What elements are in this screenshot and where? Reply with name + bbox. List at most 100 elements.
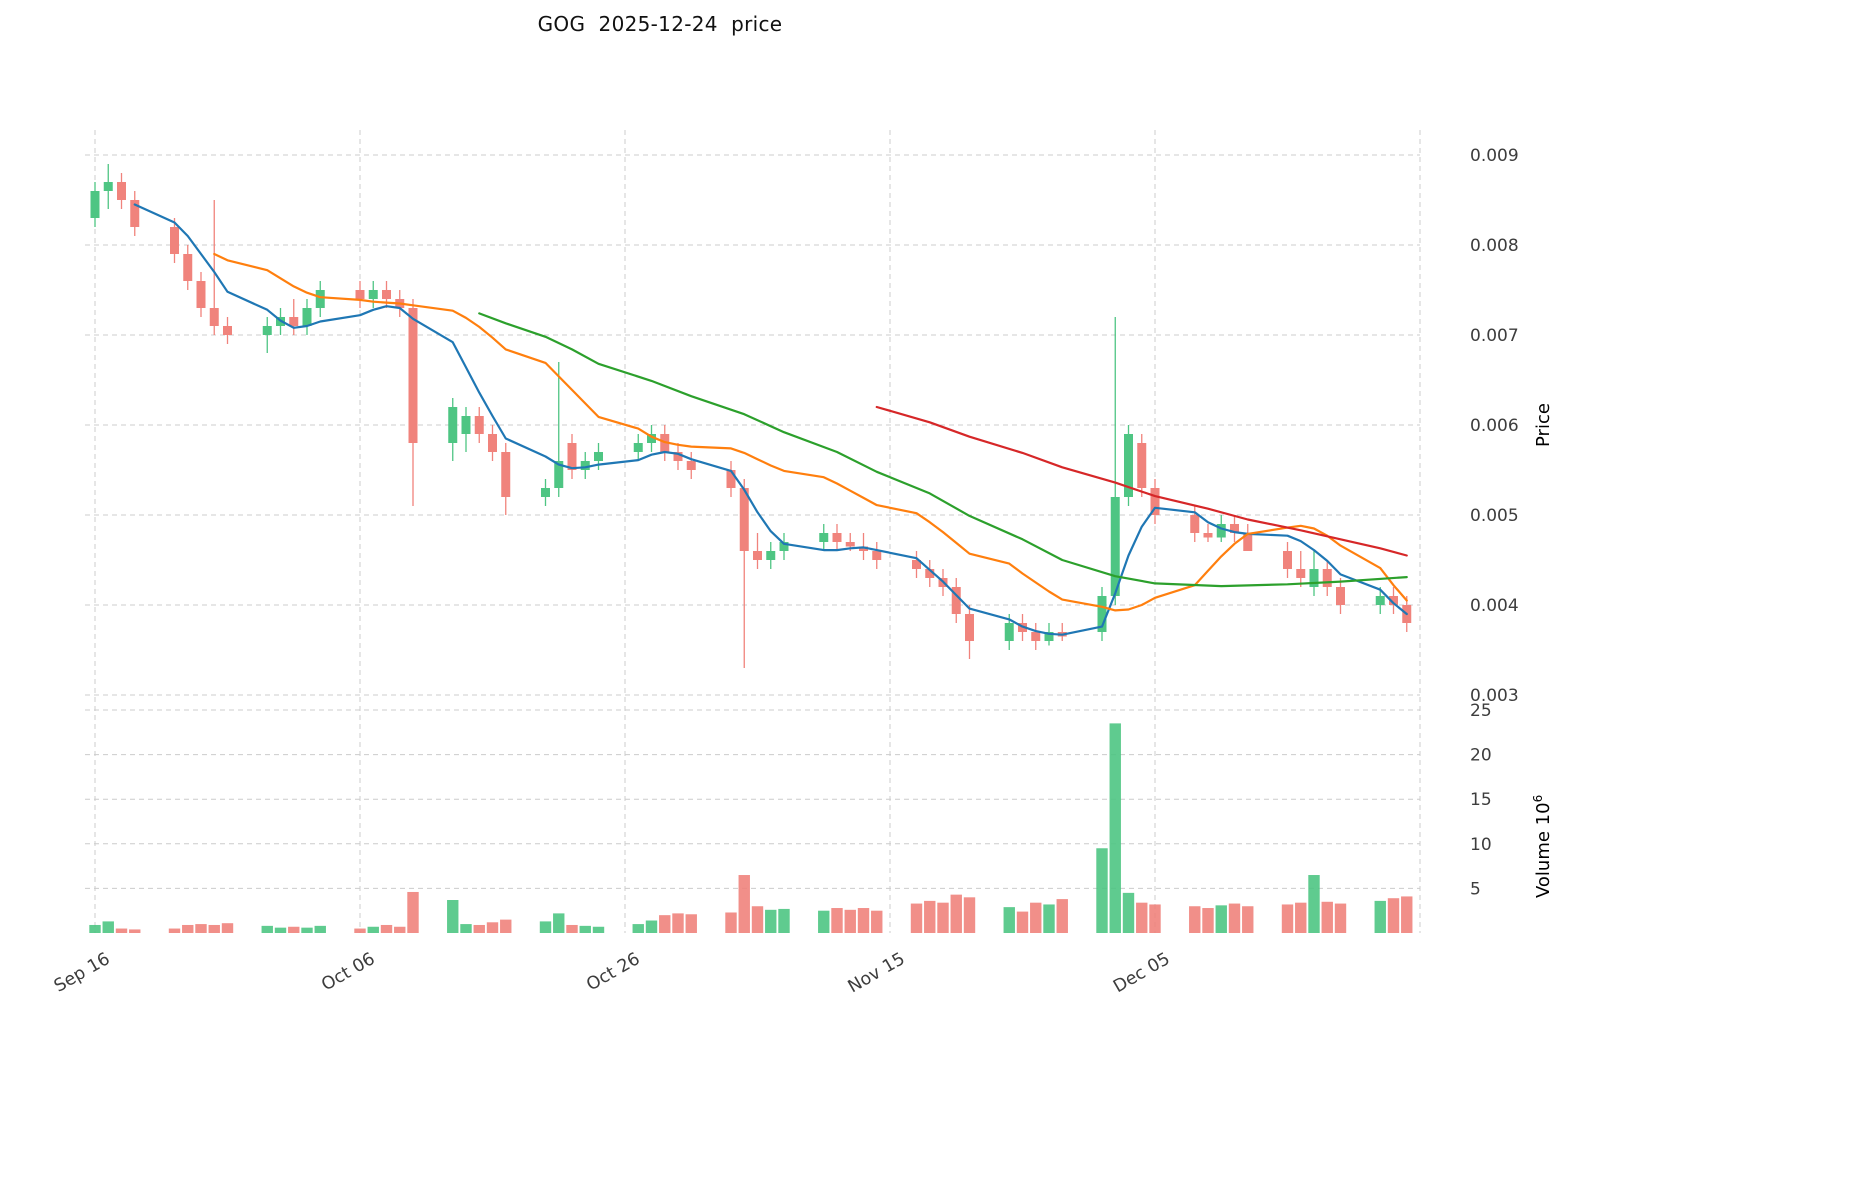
candle-body (196, 281, 206, 308)
volume-bar (274, 927, 287, 933)
price-axis-label: Price (1533, 403, 1554, 447)
date-tick-label: Oct 26 (583, 949, 643, 995)
volume-bar (857, 908, 870, 933)
volume-bar (950, 894, 962, 933)
volume-axis-label-text: Volume 106 (1531, 795, 1554, 898)
volume-bar (963, 897, 976, 933)
candle-up (633, 434, 643, 461)
date-tick-label: Nov 15 (845, 949, 909, 997)
candle-body (262, 326, 272, 335)
candle-body (1322, 569, 1332, 587)
volume-bar (778, 908, 790, 933)
candle-body (1216, 524, 1226, 538)
candle-down (1336, 578, 1345, 614)
candle-down (925, 560, 935, 587)
candle-up (90, 182, 100, 227)
volume-bar (380, 924, 393, 933)
volume-bar (473, 924, 485, 933)
volume-bar (751, 906, 764, 933)
candle-body (1031, 632, 1041, 641)
candle-body (461, 416, 471, 434)
price-tick-label: 0.005 (1470, 506, 1519, 526)
volume-bar (221, 923, 234, 933)
volume-bar (1334, 903, 1347, 933)
price-tick-label: 0.004 (1470, 596, 1519, 616)
candle-down (1031, 623, 1041, 650)
candle-body (289, 317, 299, 326)
ma-long-red-line (875, 405, 1408, 557)
candle-down (1230, 515, 1239, 542)
candle-down (209, 200, 219, 335)
volume-bar (102, 921, 114, 933)
candle-up (779, 533, 789, 560)
candle-up (302, 299, 312, 335)
candle-down (1150, 479, 1160, 524)
candle-down (130, 191, 140, 236)
volume-bar (632, 924, 644, 933)
price-tick-label: 0.006 (1470, 416, 1519, 436)
candle-body (501, 452, 511, 497)
volume-bar (195, 924, 207, 933)
candle-body (1309, 569, 1319, 587)
candle-body (1190, 515, 1200, 533)
candle-body (1296, 569, 1306, 578)
candle-down (501, 443, 511, 515)
date-tick: Nov 15 (845, 949, 909, 997)
candle-body (302, 308, 312, 326)
volume-bar (1136, 902, 1148, 933)
candle-body (355, 290, 365, 299)
candle-body (580, 461, 590, 470)
candle-down (673, 443, 683, 470)
candle-down (1283, 542, 1292, 578)
date-tick-label: Sep 16 (51, 949, 114, 997)
candle-down (289, 299, 299, 335)
volume-bar (354, 928, 366, 933)
volume-bar (592, 926, 605, 933)
candle-body (567, 443, 577, 470)
date-tick: Oct 26 (583, 949, 643, 995)
gridlines (85, 130, 1421, 933)
volume-bar (738, 875, 750, 933)
candle-body (488, 434, 497, 452)
candle-up (819, 524, 829, 551)
candle-body (368, 290, 378, 299)
volume-bar (407, 891, 419, 933)
candle-down (965, 605, 974, 659)
candle-down (170, 218, 179, 263)
volume-bar (1189, 906, 1201, 933)
volume-bar (1387, 898, 1400, 933)
candle-up (315, 281, 325, 317)
candle-down (408, 299, 418, 506)
candle-down (951, 578, 961, 623)
candle-down (488, 425, 497, 461)
volume-bar (1003, 907, 1015, 933)
volume-bar (314, 925, 326, 933)
candle-down (1322, 560, 1332, 596)
volume-bar (115, 928, 128, 933)
candle-down (1057, 623, 1067, 641)
volume-bar (579, 925, 591, 933)
volume-bar (553, 913, 565, 933)
volume-bar (1295, 902, 1307, 933)
candle-body (1375, 596, 1385, 605)
volume-tick-label: 20 (1470, 746, 1492, 766)
candle-up (103, 164, 113, 209)
candle-body (1110, 497, 1120, 596)
volume-axis-label: Volume 106 (1531, 795, 1554, 898)
price-tick-label: 0.007 (1470, 326, 1519, 346)
volume-bar (1122, 892, 1135, 933)
candle-down (474, 407, 484, 443)
candle-body (647, 434, 656, 443)
candle-down (739, 479, 749, 668)
candle-body (951, 587, 961, 614)
volume-bar (685, 914, 697, 933)
volume-bar (1096, 848, 1108, 933)
price-tick-label: 0.009 (1470, 146, 1519, 166)
candle-body (594, 452, 603, 461)
candle-up (1110, 317, 1120, 605)
volume-bar (394, 926, 406, 933)
candle-body (1203, 533, 1213, 538)
volume-bar (566, 924, 578, 933)
candle-up (647, 425, 656, 452)
volume-bar (182, 924, 194, 933)
